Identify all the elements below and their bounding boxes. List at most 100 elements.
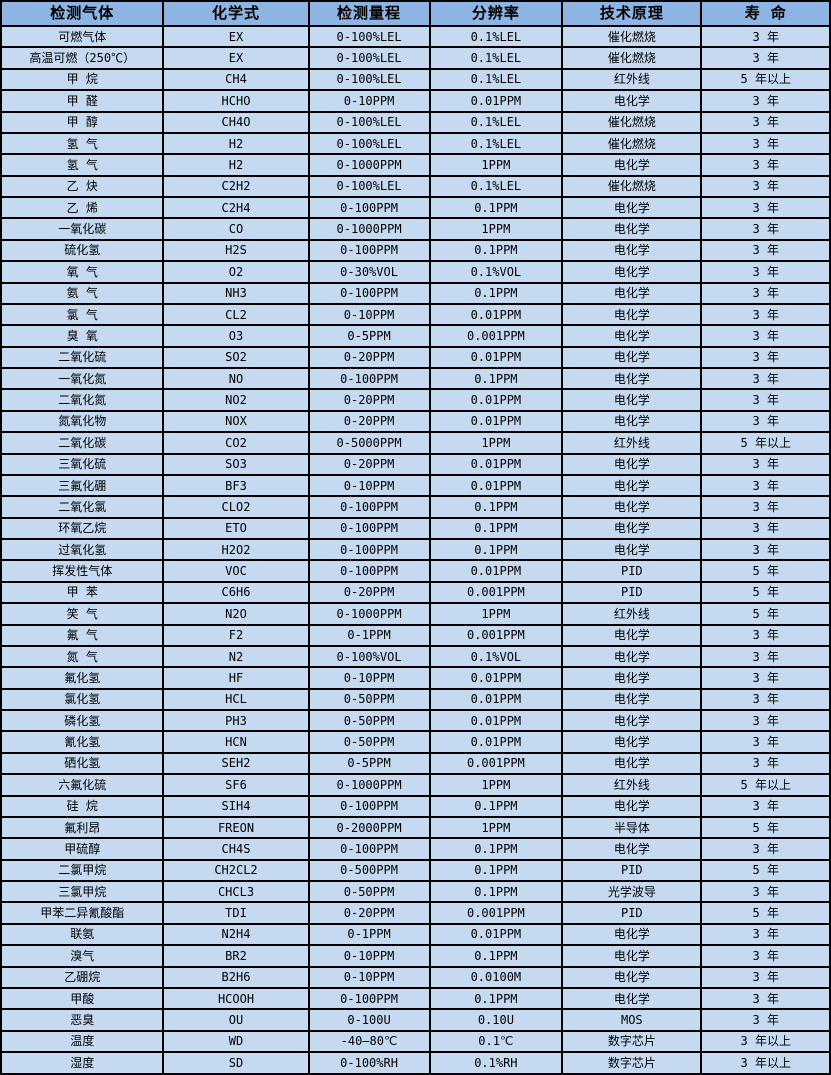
chemical-formula-cell: WD — [162, 1029, 310, 1054]
table-row: 甲硫醇 CH4S 0-100PPM 0.1PPM 电化学 3 年 — [0, 837, 831, 861]
resolution-cell: 0.01PPM — [428, 708, 564, 733]
technology-cell: 电化学 — [561, 324, 703, 348]
gas-name-cell: 二氯甲烷 — [0, 858, 165, 883]
chemical-formula-cell: CO — [162, 217, 310, 241]
technology-cell: 催化燃烧 — [561, 131, 703, 156]
detection-range-cell: 0-5000PPM — [307, 431, 431, 455]
gas-name-cell: 笑 气 — [0, 602, 165, 626]
detection-range-cell: 0-100%LEL — [307, 46, 431, 70]
detection-range-cell: 0-20PPM — [307, 388, 431, 412]
technology-cell: 电化学 — [561, 666, 703, 690]
technology-cell: 电化学 — [561, 260, 703, 284]
chemical-formula-cell: N2H4 — [162, 922, 310, 947]
lifespan-cell: 3 年 — [700, 366, 831, 391]
resolution-cell: 0.001PPM — [428, 580, 564, 605]
table-row: 甲 烷 CH4 0-100%LEL 0.1%LEL 红外线 5 年以上 — [0, 67, 831, 92]
lifespan-cell: 5 年 — [700, 580, 831, 605]
technology-cell: 电化学 — [561, 986, 703, 1011]
detection-range-cell: 0-100PPM — [307, 986, 431, 1011]
chemical-formula-cell: F2 — [162, 623, 310, 647]
technology-cell: 电化学 — [561, 730, 703, 754]
chemical-formula-cell: NO — [162, 366, 310, 391]
gas-name-cell: 硒化氢 — [0, 751, 165, 776]
table-row: 硒化氢 SEH2 0-5PPM 0.001PPM 电化学 3 年 — [0, 751, 831, 776]
table-row: 氟 气 F2 0-1PPM 0.001PPM 电化学 3 年 — [0, 623, 831, 647]
table-row: 三氟化硼 BF3 0-10PPM 0.01PPM 电化学 3 年 — [0, 473, 831, 498]
chemical-formula-cell: C6H6 — [162, 580, 310, 605]
lifespan-cell: 3 年 — [700, 922, 831, 947]
table-row: 三氧化硫 SO3 0-20PPM 0.01PPM 电化学 3 年 — [0, 452, 831, 476]
resolution-cell: 0.01PPM — [428, 473, 564, 498]
lifespan-cell: 5 年 — [700, 901, 831, 925]
table-row: 氮氧化物 NOX 0-20PPM 0.01PPM 电化学 3 年 — [0, 409, 831, 434]
chemical-formula-cell: OU — [162, 1008, 310, 1032]
gas-name-cell: 磷化氢 — [0, 708, 165, 733]
table-row: 笑 气 N2O 0-1000PPM 1PPM 红外线 5 年 — [0, 602, 831, 626]
table-row: 氢 气 H2 0-100%LEL 0.1%LEL 催化燃烧 3 年 — [0, 131, 831, 156]
table-row: 二氧化氮 NO2 0-20PPM 0.01PPM 电化学 3 年 — [0, 388, 831, 412]
chemical-formula-cell: N2O — [162, 602, 310, 626]
detection-range-cell: 0-1000PPM — [307, 153, 431, 177]
technology-cell: 电化学 — [561, 794, 703, 818]
table-row: 甲 醇 CH4O 0-100%LEL 0.1%LEL 催化燃烧 3 年 — [0, 110, 831, 134]
lifespan-cell: 3 年 — [700, 751, 831, 776]
table-row: 高温可燃（250℃） EX 0-100%LEL 0.1%LEL 催化燃烧 3 年 — [0, 46, 831, 70]
resolution-cell: 0.01PPM — [428, 666, 564, 690]
detection-range-cell: 0-2000PPM — [307, 815, 431, 840]
lifespan-cell: 3 年 — [700, 324, 831, 348]
resolution-cell: 0.1PPM — [428, 195, 564, 220]
detection-range-cell: 0-20PPM — [307, 345, 431, 370]
table-row: 氟化氢 HF 0-10PPM 0.01PPM 电化学 3 年 — [0, 666, 831, 690]
chemical-formula-cell: HCL — [162, 687, 310, 712]
gas-name-cell: 甲苯二异氰酸酯 — [0, 901, 165, 925]
technology-cell: 电化学 — [561, 922, 703, 947]
gas-name-cell: 湿度 — [0, 1051, 165, 1075]
table-row: 一氧化氮 NO 0-100PPM 0.1PPM 电化学 3 年 — [0, 366, 831, 391]
detection-range-cell: 0-100PPM — [307, 537, 431, 562]
technology-cell: 红外线 — [561, 431, 703, 455]
gas-name-cell: 温度 — [0, 1029, 165, 1054]
technology-cell: PID — [561, 901, 703, 925]
lifespan-cell: 3 年 — [700, 687, 831, 712]
resolution-cell: 0.1PPM — [428, 516, 564, 541]
technology-cell: 电化学 — [561, 965, 703, 989]
gas-name-cell: 溴气 — [0, 944, 165, 968]
gas-name-cell: 氟 气 — [0, 623, 165, 647]
technology-cell: 电化学 — [561, 644, 703, 669]
resolution-cell: 0.1%LEL — [428, 174, 564, 199]
resolution-cell: 0.01PPM — [428, 89, 564, 113]
lifespan-cell: 3 年 — [700, 837, 831, 861]
resolution-cell: 0.1%LEL — [428, 46, 564, 70]
resolution-cell: 0.1PPM — [428, 858, 564, 883]
lifespan-cell: 3 年 — [700, 24, 831, 49]
detection-range-cell: 0-100PPM — [307, 495, 431, 519]
technology-cell: PID — [561, 559, 703, 583]
chemical-formula-cell: NO2 — [162, 388, 310, 412]
gas-name-cell: 三氧化硫 — [0, 452, 165, 476]
technology-cell: 电化学 — [561, 473, 703, 498]
table-header: 检测气体 化学式 检测量程 分辨率 技术原理 寿 命 — [0, 0, 831, 27]
technology-cell: 电化学 — [561, 281, 703, 305]
lifespan-cell: 3 年 — [700, 131, 831, 156]
detection-range-cell: 0-100%VOL — [307, 644, 431, 669]
table-row: 过氧化氢 H2O2 0-100PPM 0.1PPM 电化学 3 年 — [0, 537, 831, 562]
chemical-formula-cell: B2H6 — [162, 965, 310, 989]
technology-cell: 数字芯片 — [561, 1029, 703, 1054]
table-row: 臭 氧 O3 0-5PPM 0.001PPM 电化学 3 年 — [0, 324, 831, 348]
detection-range-cell: 0-1000PPM — [307, 217, 431, 241]
lifespan-cell: 3 年 — [700, 302, 831, 327]
chemical-formula-cell: CL2 — [162, 302, 310, 327]
technology-cell: 红外线 — [561, 602, 703, 626]
resolution-cell: 0.01PPM — [428, 559, 564, 583]
detection-range-cell: 0-100PPM — [307, 238, 431, 263]
resolution-cell: 0.01PPM — [428, 409, 564, 434]
technology-cell: 电化学 — [561, 217, 703, 241]
resolution-cell: 1PPM — [428, 431, 564, 455]
table-row: 硫化氢 H2S 0-100PPM 0.1PPM 电化学 3 年 — [0, 238, 831, 263]
gas-name-cell: 氰化氢 — [0, 730, 165, 754]
detection-range-cell: 0-100%LEL — [307, 24, 431, 49]
technology-cell: 电化学 — [561, 89, 703, 113]
resolution-cell: 0.1%LEL — [428, 67, 564, 92]
lifespan-cell: 3 年 — [700, 260, 831, 284]
resolution-cell: 0.01PPM — [428, 922, 564, 947]
